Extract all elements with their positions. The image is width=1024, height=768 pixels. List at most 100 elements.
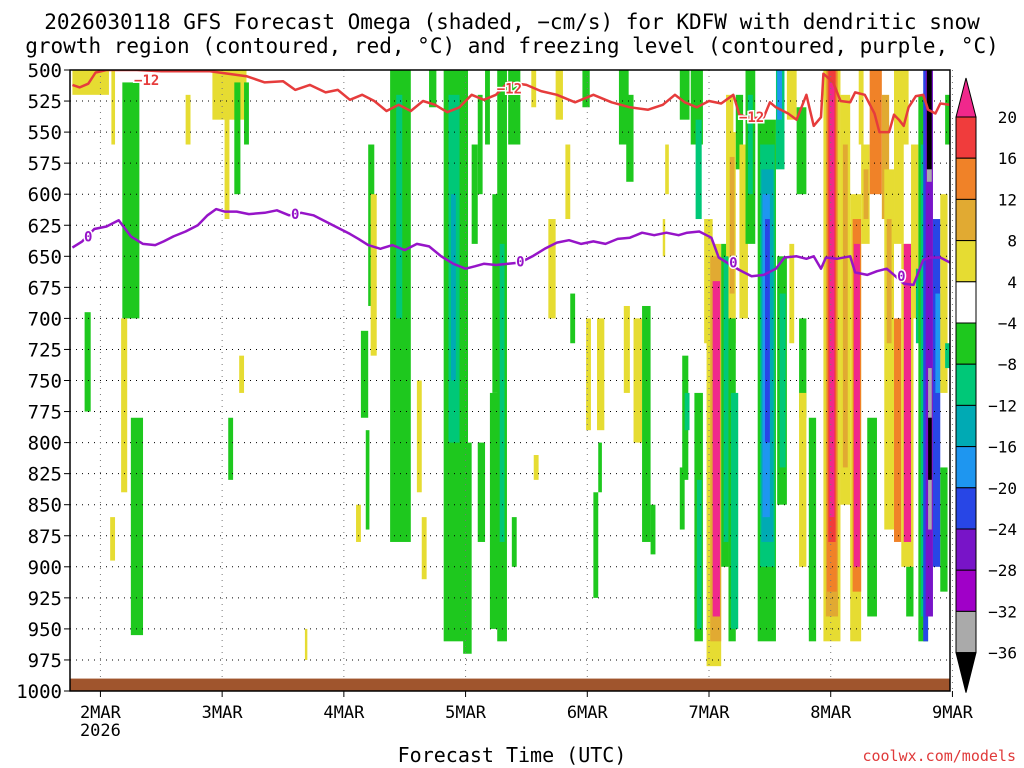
- omega-cell: [360, 330, 369, 418]
- omega-cell: [935, 293, 941, 393]
- omega-cell: [679, 467, 685, 530]
- omega-cell: [796, 107, 807, 195]
- omega-cell: [111, 70, 116, 145]
- y-tick-label: 625: [28, 215, 62, 237]
- omega-cell: [356, 504, 361, 542]
- y-tick-label: 675: [28, 277, 62, 299]
- freezing-contour-label: 0: [516, 254, 524, 270]
- colorbar-label: −20: [988, 479, 1017, 498]
- omega-cell: [477, 442, 486, 542]
- omega-cell: [712, 281, 720, 617]
- y-tick-label: 825: [28, 464, 62, 486]
- x-tick-sublabel: 2026: [80, 721, 121, 741]
- omega-cell: [489, 392, 500, 629]
- omega-cell: [304, 628, 308, 660]
- omega-cell: [485, 70, 490, 145]
- omega-cell: [665, 144, 669, 195]
- omega-cell: [511, 517, 517, 567]
- y-tick-label: 925: [28, 588, 62, 610]
- omega-cell: [695, 119, 702, 220]
- colorbar-label: −16: [988, 438, 1017, 457]
- omega-cell: [396, 94, 403, 319]
- y-tick-label: 950: [28, 619, 62, 641]
- colorbar-label: −12: [988, 396, 1017, 415]
- omega-cell: [863, 169, 869, 220]
- y-tick-label: 750: [28, 371, 62, 393]
- colorbar-top-triangle: [955, 77, 977, 118]
- colorbar-label: 16: [998, 149, 1017, 168]
- colorbar-label: −28: [988, 561, 1017, 580]
- omega-cell: [945, 343, 950, 369]
- omega-cell: [894, 70, 904, 244]
- omega-cell: [618, 70, 629, 145]
- omega-cell: [548, 219, 556, 319]
- omega-cell: [471, 144, 478, 244]
- omega-cell: [940, 194, 948, 393]
- x-tick-label: 9MAR: [932, 703, 974, 723]
- omega-cell: [867, 417, 877, 617]
- freezing-level-contour-group: 0 0 0 0 0: [71, 206, 950, 287]
- omega-cell: [729, 156, 735, 294]
- omega-cell: [829, 82, 835, 518]
- omega-cell: [928, 417, 932, 480]
- x-tick-label: 8MAR: [810, 703, 852, 723]
- colorbar-segment: [955, 487, 977, 530]
- x-tick-label: 7MAR: [689, 703, 731, 723]
- omega-cell: [185, 94, 191, 145]
- y-tick-label: 575: [28, 153, 62, 175]
- omega-cell: [593, 492, 599, 598]
- colorbar-segment: [955, 322, 977, 365]
- credit-link[interactable]: coolwx.com/models: [862, 747, 1016, 765]
- y-tick-label: 725: [28, 339, 62, 361]
- y-tick-label: 975: [28, 650, 62, 672]
- omega-cell: [945, 94, 950, 145]
- omega-cell: [808, 417, 817, 642]
- omega-cell: [799, 318, 807, 418]
- colorbar-label: 12: [998, 190, 1017, 209]
- omega-cell: [696, 479, 702, 629]
- omega-cell: [925, 70, 933, 617]
- omega-cell: [858, 70, 864, 145]
- omega-cell: [650, 504, 656, 555]
- omega-cell: [869, 70, 882, 195]
- dgz-minus12-contour: [71, 70, 950, 134]
- colorbar-segment: [955, 446, 977, 489]
- omega-cell: [586, 318, 591, 431]
- y-tick-label: 500: [28, 60, 62, 82]
- colorbar-segment: [955, 281, 977, 324]
- omega-cell: [901, 70, 909, 145]
- colorbar-label: −24: [988, 520, 1017, 539]
- omega-cell: [739, 144, 748, 319]
- freezing-level-contour: [71, 207, 950, 287]
- omega-cell: [84, 312, 91, 412]
- omega-cell: [662, 219, 666, 257]
- omega-cell: [926, 169, 932, 182]
- omega-cells: [72, 70, 950, 667]
- omega-cell: [244, 82, 249, 145]
- omega-cell: [764, 219, 770, 443]
- omega-cell: [234, 82, 241, 195]
- omega-cell: [735, 94, 744, 170]
- omega-cell: [570, 293, 576, 344]
- omega-cell: [565, 144, 571, 220]
- omega-cell: [508, 70, 521, 145]
- colorbar-label: 8: [1007, 232, 1017, 251]
- omega-cell: [789, 243, 795, 344]
- omega-cell: [928, 479, 932, 530]
- freezing-contour-label: 0: [729, 256, 737, 272]
- omega-cell: [777, 70, 783, 120]
- omega-cell: [853, 243, 860, 567]
- y-tick-label: 550: [28, 122, 62, 144]
- omega-cell: [365, 430, 370, 530]
- omega-cell: [723, 256, 729, 542]
- omega-cell: [779, 293, 786, 468]
- omega-cell: [421, 517, 427, 580]
- colorbar-segment: [955, 610, 977, 654]
- dgz-contour-label: −12: [739, 110, 764, 126]
- colorbar-label: −4: [998, 314, 1017, 333]
- dgz-contour-label: −12: [134, 73, 159, 89]
- omega-cell: [626, 94, 634, 182]
- colorbar-segment: [955, 404, 977, 448]
- omega-cell: [926, 70, 932, 170]
